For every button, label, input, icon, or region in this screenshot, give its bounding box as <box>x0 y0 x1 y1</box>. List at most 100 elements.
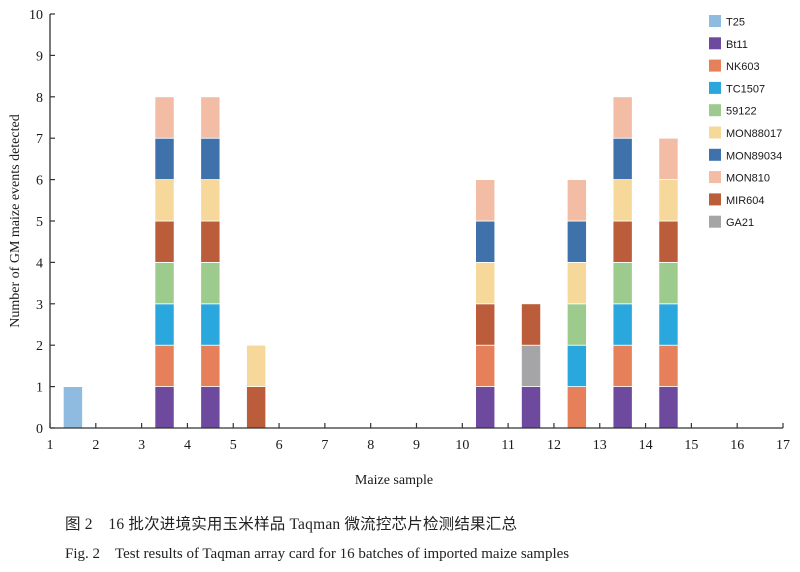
bar-segment-mon88017 <box>566 261 587 305</box>
x-tick-label: 11 <box>501 438 514 453</box>
bar-segment-mon89034 <box>612 137 633 180</box>
legend-label: T25 <box>726 17 745 29</box>
bar-segment-nk603 <box>566 386 587 429</box>
y-tick-label: 6 <box>36 174 43 189</box>
bar-segment-t25 <box>62 386 83 429</box>
y-tick-label: 0 <box>36 422 43 437</box>
x-tick-label: 3 <box>138 438 145 453</box>
bar-segment-mon89034 <box>154 137 175 180</box>
y-ticks: 0 1 2 3 4 5 6 7 8 9 10 <box>29 8 55 437</box>
bar-segment-tc1507 <box>566 344 587 388</box>
bar-segment-bt11 <box>521 386 542 429</box>
bar-segment-nk603 <box>658 344 679 388</box>
bar-segment-ga21 <box>521 344 542 388</box>
legend-label: MON89034 <box>726 150 782 162</box>
bar-segment-mir604 <box>246 386 267 429</box>
bar-segment-bt11 <box>154 386 175 429</box>
y-tick-label: 2 <box>36 339 43 354</box>
y-axis-title: Number of GM maize events detected <box>8 114 23 327</box>
bar-segment-mon88017 <box>658 179 679 222</box>
bar-segment-nk603 <box>200 344 221 388</box>
bar-segment-mon810 <box>475 179 496 222</box>
bar-segment-mon88017 <box>612 179 633 222</box>
y-tick-label: 4 <box>36 256 43 271</box>
x-tick-label: 9 <box>413 438 420 453</box>
legend-swatch <box>709 148 721 161</box>
x-tick-label: 16 <box>730 438 744 453</box>
x-tick-label: 1 <box>47 438 54 453</box>
legend-swatch <box>709 59 721 72</box>
x-tick-label: 6 <box>276 438 283 453</box>
bar-segment-mon89034 <box>475 220 496 263</box>
legend-label: 59122 <box>726 106 757 118</box>
x-tick-label: 15 <box>684 438 698 453</box>
x-tick-label: 10 <box>455 438 469 453</box>
x-tick-label: 7 <box>321 438 328 453</box>
legend-swatch <box>709 126 721 139</box>
bar-segment-59122 <box>612 261 633 305</box>
bar-segment-mon88017 <box>200 179 221 222</box>
legend: T25 Bt11 NK603 TC1507 59122 MON88017 MON89034 M… <box>709 15 782 229</box>
bar-segment-mon810 <box>612 96 633 139</box>
bar-segment-59122 <box>658 261 679 305</box>
bar-segment-tc1507 <box>154 303 175 346</box>
bar-segment-59122 <box>154 261 175 305</box>
legend-label: MON88017 <box>726 128 782 140</box>
bar-segment-bt11 <box>475 386 496 429</box>
y-tick-label: 7 <box>36 132 43 147</box>
x-tick-label: 4 <box>184 438 191 453</box>
bar-segment-mon810 <box>200 96 221 139</box>
bar-segment-nk603 <box>154 344 175 388</box>
legend-swatch <box>709 37 721 50</box>
bar-segment-mon89034 <box>200 137 221 180</box>
bar-segment-mon89034 <box>566 220 587 263</box>
legend-label: MON810 <box>726 173 770 185</box>
bar-segment-tc1507 <box>658 303 679 346</box>
legend-swatch <box>709 15 721 27</box>
legend-swatch <box>709 81 721 94</box>
bar-segment-mon810 <box>658 137 679 180</box>
bar-segment-mon88017 <box>154 179 175 222</box>
x-tick-label: 14 <box>639 438 653 453</box>
bar-layer <box>62 96 679 429</box>
legend-label: Bt11 <box>726 39 748 51</box>
y-tick-label: 3 <box>36 298 43 313</box>
bar-segment-mir604 <box>658 220 679 263</box>
x-tick-label: 5 <box>230 438 237 453</box>
x-ticks: 1 2 3 4 5 6 7 8 9 10 11 12 13 14 15 16 17 <box>47 423 790 453</box>
bar-segment-mon810 <box>154 96 175 139</box>
legend-swatch <box>709 104 721 117</box>
bar-segment-mon810 <box>566 179 587 222</box>
x-tick-label: 17 <box>776 438 790 453</box>
bar-segment-mir604 <box>521 303 542 346</box>
bar-segment-mon88017 <box>475 261 496 305</box>
y-tick-label: 9 <box>36 49 43 64</box>
figure-caption-cn: 图 2 16 批次进境实用玉米样品 Taqman 微流控芯片检测结果汇总 <box>65 516 518 533</box>
bar-segment-59122 <box>566 303 587 346</box>
legend-label: MIR604 <box>726 195 765 207</box>
figure-caption-en: Fig. 2 Test results of Taqman array card… <box>65 546 570 562</box>
bar-segment-bt11 <box>658 386 679 429</box>
x-tick-label: 2 <box>92 438 99 453</box>
y-tick-label: 10 <box>29 8 43 23</box>
y-tick-label: 1 <box>36 381 43 396</box>
bar-segment-mir604 <box>612 220 633 263</box>
bar-segment-mir604 <box>475 303 496 346</box>
x-tick-label: 8 <box>367 438 374 453</box>
x-tick-label: 13 <box>593 438 607 453</box>
bar-segment-tc1507 <box>612 303 633 346</box>
legend-swatch <box>709 193 721 206</box>
legend-label: GA21 <box>726 217 754 229</box>
bar-segment-nk603 <box>475 344 496 388</box>
legend-label: TC1507 <box>726 83 765 95</box>
bar-segment-nk603 <box>612 344 633 388</box>
y-tick-label: 5 <box>36 215 43 230</box>
bar-segment-bt11 <box>200 386 221 429</box>
x-tick-label: 12 <box>547 438 561 453</box>
bar-segment-mon88017 <box>246 344 267 388</box>
legend-swatch <box>709 171 721 184</box>
bar-segment-bt11 <box>612 386 633 429</box>
y-tick-label: 8 <box>36 91 43 106</box>
bar-segment-tc1507 <box>200 303 221 346</box>
bar-segment-59122 <box>200 261 221 305</box>
